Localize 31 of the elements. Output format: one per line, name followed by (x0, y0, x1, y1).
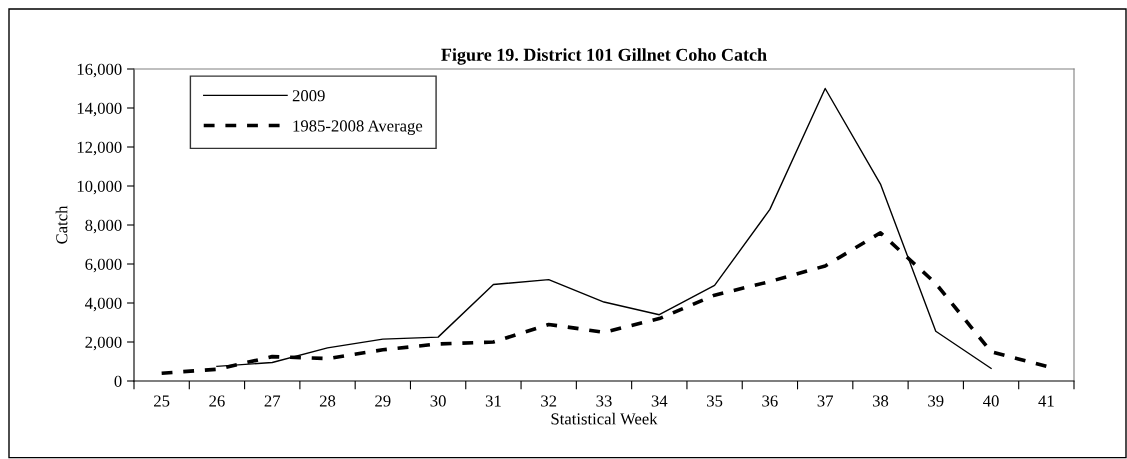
y-tick-label: 14,000 (77, 102, 122, 117)
chart-title: Figure 19. District 101 Gillnet Coho Catch (441, 48, 767, 65)
y-tick-label: 6,000 (85, 258, 122, 273)
x-tick-label: 31 (485, 395, 501, 407)
x-tick-label: 29 (375, 395, 391, 407)
y-tick-label: 16,000 (77, 63, 122, 78)
x-tick-label: 27 (264, 395, 281, 407)
legend-label: 1985-2008 Average (293, 120, 423, 135)
x-tick-label: 33 (596, 395, 612, 407)
x-tick-label: 39 (928, 395, 944, 407)
y-tick-label: 8,000 (85, 219, 122, 234)
y-tick-label: 12,000 (77, 141, 122, 156)
y-tick-label: 10,000 (77, 180, 122, 195)
x-axis-title: Statistical Week (551, 412, 658, 425)
y-tick-label: 4,000 (85, 297, 122, 312)
x-tick-label: 32 (541, 395, 557, 407)
x-tick-label: 26 (209, 395, 225, 407)
y-axis-title: Catch (55, 205, 68, 244)
y-tick-label: 2,000 (85, 336, 122, 351)
x-tick-label: 34 (651, 395, 668, 407)
x-tick-label: 36 (762, 395, 778, 407)
x-tick-label: 25 (154, 395, 170, 407)
y-tick-label: 0 (114, 375, 122, 387)
x-tick-label: 30 (430, 395, 446, 407)
x-tick-label: 38 (872, 395, 889, 407)
x-tick-label: 28 (319, 395, 336, 407)
x-tick-label: 41 (1038, 395, 1054, 407)
x-tick-label: 40 (983, 395, 999, 407)
x-tick-label: 37 (817, 395, 834, 407)
x-tick-label: 35 (707, 395, 723, 407)
legend-label: 2009 (292, 90, 325, 102)
